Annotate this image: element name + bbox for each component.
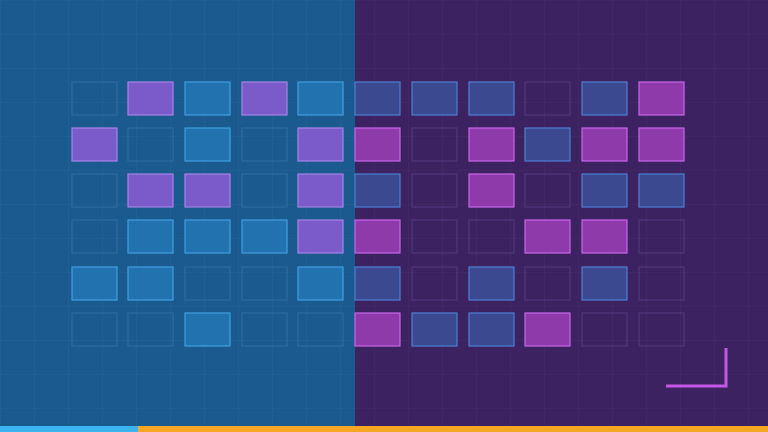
cell	[638, 173, 685, 208]
cell	[127, 266, 174, 301]
cell	[241, 219, 288, 254]
cell	[354, 173, 401, 208]
cell	[581, 219, 628, 254]
cell	[184, 266, 231, 301]
cell	[581, 266, 628, 301]
cell	[524, 81, 571, 116]
cell	[468, 219, 515, 254]
cell	[468, 127, 515, 162]
cell	[638, 219, 685, 254]
cell	[71, 219, 118, 254]
cell	[71, 127, 118, 162]
cell	[241, 127, 288, 162]
cell	[411, 81, 458, 116]
cell	[468, 312, 515, 347]
cell	[297, 173, 344, 208]
cell	[581, 312, 628, 347]
cell	[184, 312, 231, 347]
cell	[354, 219, 401, 254]
cell	[297, 219, 344, 254]
cell	[468, 81, 515, 116]
cell	[354, 266, 401, 301]
cell	[638, 127, 685, 162]
cell	[127, 219, 174, 254]
cell	[297, 127, 344, 162]
cell	[524, 312, 571, 347]
cell	[354, 81, 401, 116]
cell	[241, 266, 288, 301]
cell	[297, 266, 344, 301]
cell	[127, 81, 174, 116]
cell	[354, 127, 401, 162]
bottom-bar-left	[0, 426, 138, 432]
cell	[411, 219, 458, 254]
cell	[71, 81, 118, 116]
cell	[71, 173, 118, 208]
cell	[71, 312, 118, 347]
cell	[71, 266, 118, 301]
cell	[581, 81, 628, 116]
bottom-bar-right	[138, 426, 768, 432]
cell	[524, 219, 571, 254]
cell	[184, 81, 231, 116]
cell	[638, 266, 685, 301]
cell	[127, 312, 174, 347]
cell	[297, 312, 344, 347]
cell-grid	[71, 81, 685, 347]
corner-bracket	[666, 348, 728, 388]
cell	[354, 312, 401, 347]
cell	[411, 173, 458, 208]
cell	[184, 219, 231, 254]
cell	[581, 173, 628, 208]
cell	[468, 266, 515, 301]
cell	[638, 312, 685, 347]
cell	[524, 127, 571, 162]
cell	[411, 312, 458, 347]
cell	[184, 173, 231, 208]
cell	[184, 127, 231, 162]
cell	[127, 127, 174, 162]
cell	[411, 127, 458, 162]
cell	[581, 127, 628, 162]
cell	[524, 266, 571, 301]
cell	[241, 312, 288, 347]
cell	[241, 173, 288, 208]
cell	[297, 81, 344, 116]
cell	[638, 81, 685, 116]
cell	[241, 81, 288, 116]
cell	[127, 173, 174, 208]
cell	[411, 266, 458, 301]
cell	[524, 173, 571, 208]
cell	[468, 173, 515, 208]
